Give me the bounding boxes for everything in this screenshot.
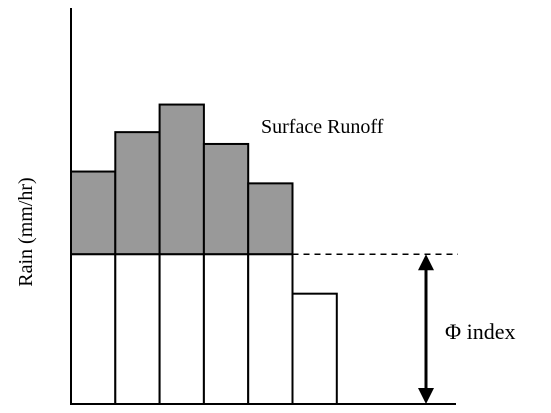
phi-index-arrow [418, 254, 434, 404]
y-axis-label: Rain (mm/hr) [15, 177, 37, 286]
phi-index-label: Φ index [445, 319, 515, 344]
infiltration-segment [70, 253, 117, 405]
runoff-segment [247, 182, 294, 256]
runoff-segment [114, 131, 161, 256]
infiltration-segment [247, 253, 294, 405]
surface-runoff-label: Surface Runoff [261, 116, 384, 138]
arrow-head-up [418, 254, 434, 271]
infiltration-segment [291, 292, 338, 405]
runoff-segment [70, 170, 117, 256]
runoff-segment [158, 103, 205, 256]
infiltration-segment [114, 253, 161, 405]
infiltration-segment [202, 253, 250, 405]
arrow-head-down [418, 388, 434, 404]
infiltration-segment [158, 253, 205, 405]
rain-bars [70, 103, 338, 405]
runoff-segment [202, 142, 250, 256]
